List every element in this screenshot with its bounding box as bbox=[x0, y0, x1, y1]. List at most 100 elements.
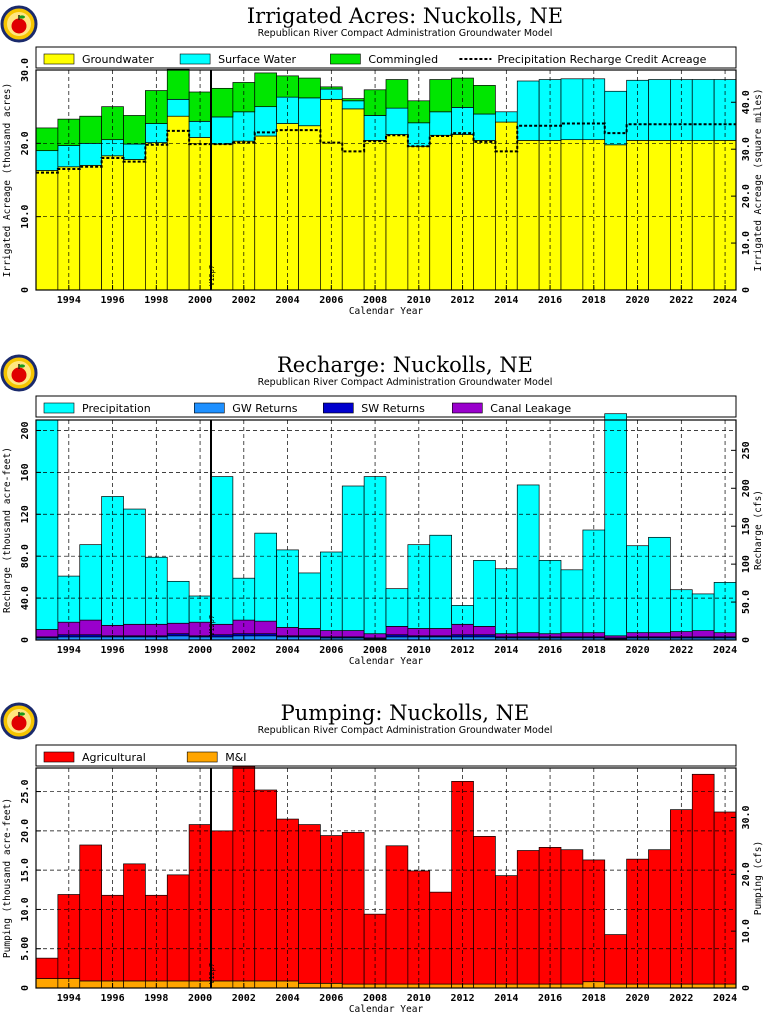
legend-swatch bbox=[43, 402, 75, 414]
plot-frame bbox=[35, 69, 737, 291]
y-right-tick-label: 0 bbox=[741, 637, 752, 643]
bar-agricultural-2007 bbox=[341, 832, 365, 985]
y-tick-label: 10.0 bbox=[20, 205, 31, 229]
grid bbox=[36, 420, 736, 640]
bar-surface-water-2019 bbox=[604, 90, 627, 146]
bar-commingled-2011 bbox=[429, 79, 452, 113]
bar-canal-leakage-2009 bbox=[385, 626, 409, 636]
y-right-axis-title: Recharge (cfs) bbox=[753, 490, 764, 570]
x-tick-label: 2020 bbox=[626, 993, 650, 1004]
x-tick-label: 2016 bbox=[538, 295, 562, 306]
x-tick-label: 2006 bbox=[319, 295, 343, 306]
apple-logo-icon bbox=[0, 702, 38, 740]
bar-canal-leakage-2011 bbox=[429, 628, 452, 637]
x-tick-label: 1994 bbox=[57, 993, 81, 1004]
x-tick-label: 2004 bbox=[276, 645, 300, 656]
bar-groundwater-1995 bbox=[79, 164, 102, 291]
bar-surface-water-2020 bbox=[626, 79, 649, 141]
legend-swatch bbox=[186, 751, 218, 763]
chart-irrigated: Irrigated Acres: Nuckolls, NERepublican … bbox=[0, 4, 764, 317]
bar-agricultural-2023 bbox=[691, 773, 715, 985]
x-tick-label: 2002 bbox=[232, 993, 256, 1004]
y-right-tick-label: 20.0 bbox=[741, 184, 752, 208]
legend-swatch bbox=[43, 53, 75, 65]
x-tick-label: 2006 bbox=[319, 993, 343, 1004]
bar-groundwater-2017 bbox=[560, 139, 584, 291]
chart-subtitle: Republican River Compact Administration … bbox=[258, 377, 553, 388]
bar-agricultural-2001 bbox=[210, 830, 234, 982]
legend-swatch bbox=[322, 402, 354, 414]
y-tick-label: 200 bbox=[20, 421, 31, 439]
x-axis-title: Calendar Year bbox=[349, 1004, 424, 1015]
x-tick-label: 1996 bbox=[101, 645, 125, 656]
logo-apple bbox=[11, 367, 27, 383]
legend: Precipitation GW Returns SW Returns Canal L… bbox=[35, 395, 737, 418]
bar-precipitation-2013 bbox=[473, 560, 496, 627]
y-right-axis-title: Pumping (cfs) bbox=[753, 841, 764, 915]
y-right-tick-label: 0 bbox=[741, 985, 752, 991]
y-tick-label: 160 bbox=[20, 463, 31, 481]
legend-box bbox=[35, 46, 737, 69]
bar-agricultural-1995 bbox=[79, 844, 102, 982]
bar-agricultural-2011 bbox=[429, 891, 452, 985]
bar-surface-water-1997 bbox=[123, 143, 146, 160]
x-tick-label: 2002 bbox=[232, 295, 256, 306]
legend-label: Commingled bbox=[368, 53, 438, 66]
legend-swatch bbox=[43, 751, 75, 763]
x-axis: 1994 1996 1998 2000 2002 2004 2006 2008 2010 2012… bbox=[57, 285, 737, 317]
bar-groundwater-1999 bbox=[166, 115, 190, 291]
bar-surface-water-1995 bbox=[79, 142, 102, 166]
x-tick-label: 2016 bbox=[538, 645, 562, 656]
bar-surface-water-2021 bbox=[648, 79, 671, 141]
x-tick-label: 2020 bbox=[626, 645, 650, 656]
legend: Groundwater Surface Water Commingled Precip… bbox=[35, 46, 737, 69]
legend-label: SW Returns bbox=[361, 402, 425, 415]
chart-subtitle: Republican River Compact Administration … bbox=[258, 28, 553, 39]
bar-commingled-1993 bbox=[35, 127, 59, 152]
bar-surface-water-1999 bbox=[166, 98, 190, 117]
bar-precipitation-2015 bbox=[516, 484, 540, 634]
bar-groundwater-2013 bbox=[473, 140, 496, 291]
bar-commingled-2005 bbox=[298, 77, 321, 99]
logo-stem bbox=[18, 364, 20, 369]
x-tick-label: 2004 bbox=[276, 993, 300, 1004]
bar-agricultural-2019 bbox=[604, 934, 627, 985]
bar-commingled-1995 bbox=[79, 115, 102, 144]
x-tick-label: 2002 bbox=[232, 645, 256, 656]
bar-m-i-1993 bbox=[35, 978, 59, 989]
bar-canal-leakage-1995 bbox=[79, 619, 102, 636]
bar-commingled-2003 bbox=[254, 72, 277, 108]
bar-precipitation-2003 bbox=[254, 532, 277, 622]
plot-frame bbox=[35, 767, 737, 989]
legend-swatch bbox=[451, 402, 483, 414]
x-tick-label: 2006 bbox=[319, 645, 343, 656]
x-tick-label: 1998 bbox=[144, 993, 168, 1004]
bar-groundwater-2015 bbox=[516, 140, 540, 291]
bar-precipitation-2021 bbox=[648, 536, 671, 634]
bar-canal-leakage-2023 bbox=[691, 630, 715, 638]
bar-m-i-1999 bbox=[166, 980, 190, 989]
bar-groundwater-2011 bbox=[429, 134, 452, 291]
y-tick-label: 120 bbox=[20, 505, 31, 523]
bar-groundwater-1997 bbox=[123, 159, 146, 291]
x-tick-label: 2000 bbox=[188, 993, 212, 1004]
bar-gw-returns-2003 bbox=[254, 635, 277, 641]
y-right-tick-label: 10.0 bbox=[741, 231, 752, 255]
logo-stem bbox=[18, 712, 20, 717]
y-axis-right: 0 10.0 20.0 30.0 40.0 Irrigated Acreage (squa… bbox=[731, 88, 764, 293]
bar-canal-leakage-2007 bbox=[341, 630, 365, 638]
x-tick-label: 2020 bbox=[626, 295, 650, 306]
version-marker-label: V12p7 bbox=[208, 963, 216, 984]
legend-swatch bbox=[179, 53, 211, 65]
y-right-tick-label: 50.0 bbox=[741, 590, 752, 614]
y-tick-label: 0 bbox=[20, 287, 31, 293]
y-axis-title: Pumping (thousand acre-feet) bbox=[2, 798, 13, 958]
bar-agricultural-1999 bbox=[166, 874, 190, 982]
x-tick-label: 2010 bbox=[407, 993, 431, 1004]
bar-m-i-1997 bbox=[123, 980, 146, 989]
bar-surface-water-2023 bbox=[691, 79, 715, 141]
x-tick-label: 2012 bbox=[451, 993, 475, 1004]
y-tick-label: 0 bbox=[20, 637, 31, 643]
